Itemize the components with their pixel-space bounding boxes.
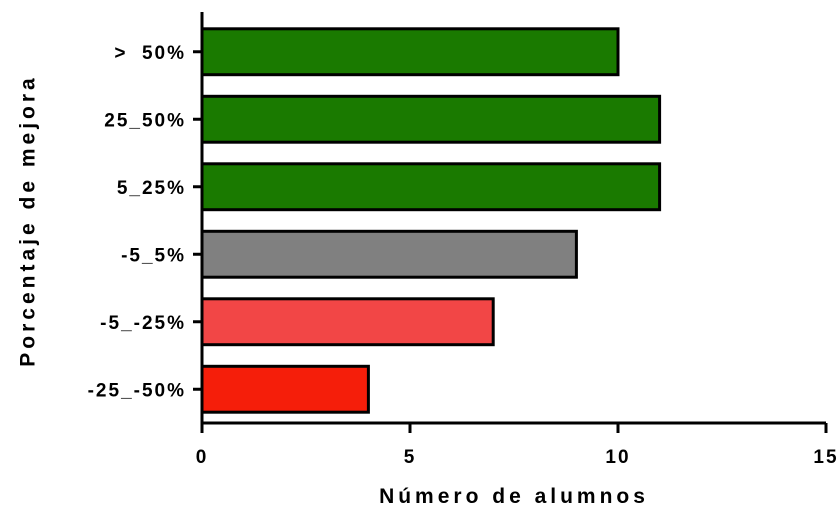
- y-tick-labels: > 50% 25_50% 5_25% -5_5% -5_-25% -25_-50%: [88, 43, 202, 401]
- bar-4: [200, 297, 495, 347]
- y-tick-label-3: -5_5%: [121, 245, 186, 266]
- x-tick-label-3: 15: [813, 447, 838, 468]
- y-tick-label-2: 5_25%: [117, 178, 186, 199]
- bars-group: [200, 27, 662, 414]
- x-axis-title: Número de alumnos: [379, 485, 649, 508]
- x-ticks-group: 0 5 10 15: [196, 423, 838, 468]
- bar-0: [200, 27, 620, 77]
- y-tick-label-0: > 50%: [114, 43, 186, 64]
- bar-3: [200, 229, 578, 279]
- y-tick-label-4: -5_-25%: [100, 313, 186, 334]
- y-tick-label-1: 25_50%: [104, 110, 186, 131]
- x-tick-label-1: 5: [404, 447, 417, 468]
- x-tick-label-0: 0: [196, 447, 209, 468]
- y-axis-title: Porcentaje de mejora: [17, 74, 40, 366]
- bar-2: [200, 162, 662, 212]
- x-tick-label-2: 10: [605, 447, 630, 468]
- bar-1: [200, 94, 662, 144]
- y-tick-label-5: -25_-50%: [88, 380, 186, 401]
- bar-5: [200, 364, 370, 414]
